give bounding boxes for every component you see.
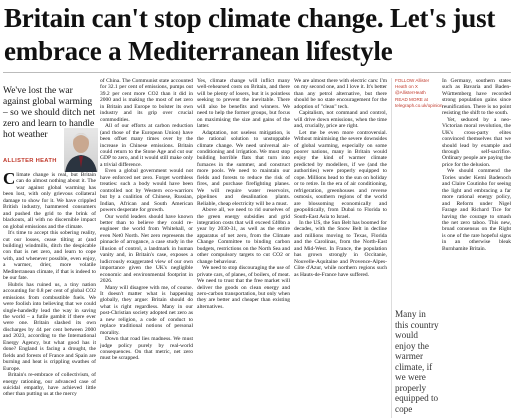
paragraph: Our world leaders should have known bett… [100,213,193,285]
paragraph: All of our efforts at carbon reduction (… [100,123,193,168]
byline: ALLISTER HEATH [3,158,57,164]
paragraph: We are almost there with electric cars: … [294,78,387,110]
paragraph: Let me be even more controversial. Witho… [294,129,387,220]
paragraph: We should commend the Tories under Kemi … [442,168,511,252]
column: In Germany, southern states such as Bava… [442,78,511,418]
paragraph: of China. The Communist state accounted … [100,78,193,123]
follow-box: FOLLOW Allister Heath on X @AllisterHeat… [395,78,443,109]
paragraph: Yet, seduced by a neo-Victorian moral re… [442,116,511,168]
paragraph: It's time to accept this sobering realit… [3,230,96,282]
read-more: READ MORE at telegraph.co.uk/opinion [395,97,443,108]
column: We are almost there with electric cars: … [294,78,387,418]
author-photo [64,128,98,172]
paragraph: Climate change is real, but Britain can … [3,172,96,230]
follow-label: FOLLOW Allister Heath on X @AllisterHeat… [395,78,430,95]
paragraph: Britain's re-embrace of collectivism, of… [3,372,96,398]
column: of China. The Communist state accounted … [100,78,193,418]
rule [3,72,511,73]
headline: Britain can't stop climate change. Let's… [4,3,496,66]
paragraph: In Germany, southern states such as Bava… [442,78,511,117]
paragraph: Hubris has ruined us, a tiny nation acco… [3,281,96,372]
paragraph: Capitalism, not command and control, wil… [294,110,387,130]
column: Yes, climate change will inflict many we… [197,78,290,418]
paragraph: Many will disagree with me, of course. I… [100,284,193,336]
paragraph: In the US, the Sun Belt has boomed for d… [294,219,387,278]
sidebar: FOLLOW Allister Heath on X @AllisterHeat… [391,78,443,418]
paragraph: Yes, climate change will inflict many we… [197,78,290,130]
portrait [65,133,97,172]
tie [79,156,83,168]
standfirst: We've lost the war against global warmin… [3,86,96,140]
paragraph: Even a global government would not have … [100,168,193,214]
paragraph: Adaptation, not useless mitigation, is t… [197,129,290,207]
pull-quote: Many in this country would enjoy the war… [395,309,439,414]
paragraph: Down that road lies madness. We must jud… [100,336,193,362]
hair [73,133,89,140]
face [73,133,89,153]
column: Climate change is real, but Britain can … [3,172,96,418]
paragraph: Above all, we need to rid ourselves of t… [197,207,290,265]
paragraph: We need to stop discouraging the use of … [197,265,290,310]
